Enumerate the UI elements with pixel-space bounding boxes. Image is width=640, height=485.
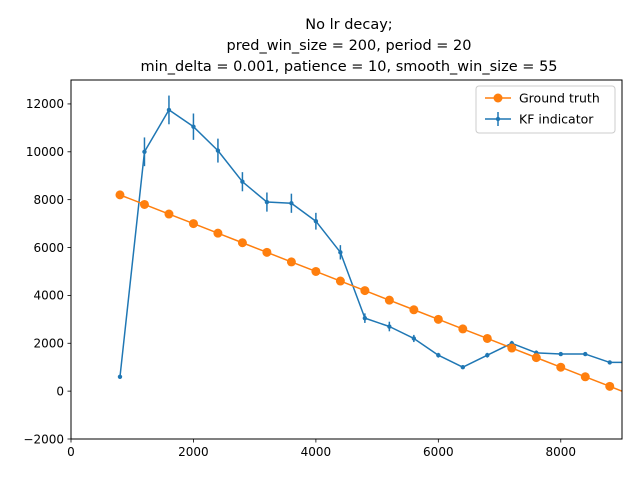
data-point-kf-indicator [460,365,466,370]
y-tick-label: 2000 [33,337,64,351]
plot-frame [70,79,623,440]
data-point-kf-indicator [215,148,221,153]
data-point-ground-truth [409,305,419,315]
legend-label-kf-indicator: KF indicator [519,112,594,127]
data-point-kf-indicator [191,124,196,129]
data-point-ground-truth [335,276,345,286]
chart-title-line-2: pred_win_size = 200, period = 20 [227,38,472,54]
data-point-kf-indicator [289,201,294,206]
legend-label-ground-truth: Ground truth [519,91,600,106]
plot-area [71,80,622,439]
data-point-kf-indicator [583,351,588,357]
data-point-kf-indicator [117,374,123,379]
data-point-kf-indicator [485,353,490,358]
data-point-kf-indicator [142,149,147,154]
y-tick-label: 8000 [33,193,64,207]
data-point-kf-indicator [411,336,417,341]
data-point-kf-indicator [558,351,563,357]
data-point-ground-truth [531,353,541,363]
data-point-kf-indicator [313,219,319,224]
x-tick-label: 4000 [301,445,332,459]
chart-title-line-3: min_delta = 0.001, patience = 10, smooth… [140,59,557,75]
series-line-ground-truth [119,194,622,392]
axes-layer: 0 2000 4000 6000 8000−2000020004000600080001… [23,79,623,459]
data-point-ground-truth [213,228,223,238]
data-point-ground-truth [433,314,443,324]
data-point-kf-indicator [387,324,392,329]
data-point-ground-truth [139,199,149,209]
chart-title-line-1: No lr decay; [305,17,392,33]
data-point-ground-truth [311,266,321,276]
x-tick-label: 8000 [546,445,577,459]
data-point-ground-truth [507,343,517,353]
data-point-ground-truth [580,372,590,382]
data-point-kf-indicator [166,107,172,113]
data-point-kf-indicator [338,250,343,255]
data-point-ground-truth [188,219,198,229]
data-point-ground-truth [384,295,394,305]
data-point-ground-truth [556,362,566,372]
data-point-ground-truth [482,333,492,343]
series-kf-indicator [117,95,636,379]
data-point-kf-indicator [607,360,612,365]
x-tick-label: 0 [67,445,75,459]
data-point-ground-truth [262,247,272,257]
legend-swatch-marker-kf-indicator [495,116,501,122]
x-tick-label: 6000 [423,445,454,459]
data-point-kf-indicator [240,179,245,184]
data-point-ground-truth [237,238,247,248]
data-point-ground-truth [630,391,639,400]
data-point-kf-indicator [264,199,270,205]
data-point-ground-truth [286,257,296,267]
y-tick-label: 10000 [26,145,64,159]
y-tick-label: 4000 [33,289,64,303]
data-point-kf-indicator [632,360,636,364]
y-tick-label: 12000 [26,97,64,111]
y-tick-label: 6000 [33,241,64,255]
data-point-ground-truth [164,209,174,219]
series-layer [115,95,639,400]
y-tick-label: 0 [56,384,64,398]
data-point-ground-truth [360,286,370,296]
legend-swatch-marker-ground-truth [493,93,503,103]
data-point-ground-truth [115,190,125,200]
series-line-kf-indicator [119,109,622,377]
x-tick-label: 2000 [178,445,209,459]
chart-title: No lr decay; pred_win_size = 200, period… [140,17,557,75]
data-point-ground-truth [605,381,615,391]
data-point-ground-truth [458,324,468,334]
data-point-kf-indicator [436,353,441,358]
series-ground-truth [115,190,639,400]
legend: Ground truth KF indicator [475,85,616,134]
data-point-kf-indicator [362,315,368,321]
y-tick-label: −2000 [23,432,64,446]
